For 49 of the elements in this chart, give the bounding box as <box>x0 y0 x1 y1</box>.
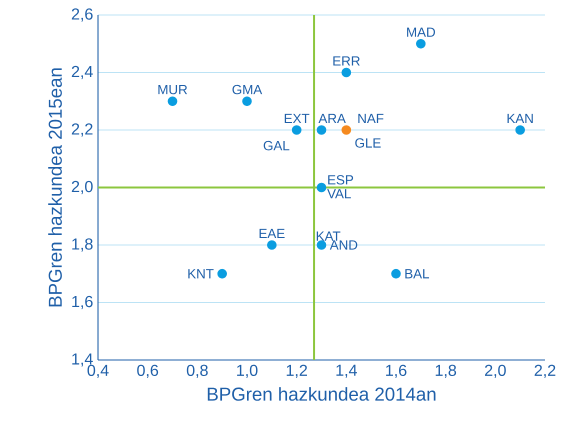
point <box>267 240 277 250</box>
x-tick-label: 2,0 <box>485 364 506 378</box>
point <box>316 240 326 250</box>
annotation: EAE <box>260 228 285 238</box>
annotation: ERR <box>333 56 360 66</box>
annotation: AND <box>330 240 358 250</box>
annotation: GAL <box>264 140 290 150</box>
x-tick-label: 2,2 <box>534 364 556 378</box>
annotation: GMA <box>232 84 262 94</box>
annotation: MUR <box>158 85 188 94</box>
point <box>217 268 227 279</box>
annotation: BAL <box>405 269 430 278</box>
x-tick-label: 1,8 <box>436 364 456 378</box>
x-tick-label: 0,4 <box>88 364 109 378</box>
y-tick-label: 2,2 <box>72 123 92 137</box>
point <box>292 125 302 135</box>
point <box>391 268 401 279</box>
point <box>342 125 352 135</box>
point <box>342 68 352 78</box>
point <box>515 125 525 135</box>
y-axis-title: BPGren hazkundea 2015ean <box>48 68 62 306</box>
y-tick-label: 2,4 <box>72 66 93 80</box>
annotation: VAL <box>327 189 351 198</box>
annotation: KAN <box>508 114 533 124</box>
annotation: ESP <box>328 175 354 185</box>
point <box>416 38 426 49</box>
annotation: GLE <box>355 138 381 148</box>
point <box>316 182 326 192</box>
point <box>242 96 252 106</box>
annotation: NAF <box>358 114 384 124</box>
x-tick-label: 0,6 <box>137 364 158 378</box>
y-tick-label: 1,6 <box>72 296 93 310</box>
y-tick-label: 2,6 <box>72 8 93 22</box>
x-axis-title: BPGren hazkundea 2014an <box>208 387 436 401</box>
annotation: MAD <box>407 28 436 37</box>
annotation: KAT <box>316 232 340 241</box>
y-tick-label: 1,8 <box>72 238 93 252</box>
x-tick-label: 0,8 <box>186 364 208 378</box>
y-tick-label: 2,0 <box>72 180 93 194</box>
x-tick-label: 1,2 <box>286 364 307 378</box>
x-tick-label: 1,4 <box>336 364 357 378</box>
annotation: ARA <box>318 114 346 124</box>
annotation: EXT <box>284 114 310 124</box>
point <box>316 125 326 135</box>
y-tick-label: 1,4 <box>72 353 93 367</box>
x-tick-label: 1,0 <box>237 364 258 378</box>
point <box>168 96 178 106</box>
x-tick-label: 1,6 <box>386 364 406 378</box>
annotation: KNT <box>188 269 214 278</box>
